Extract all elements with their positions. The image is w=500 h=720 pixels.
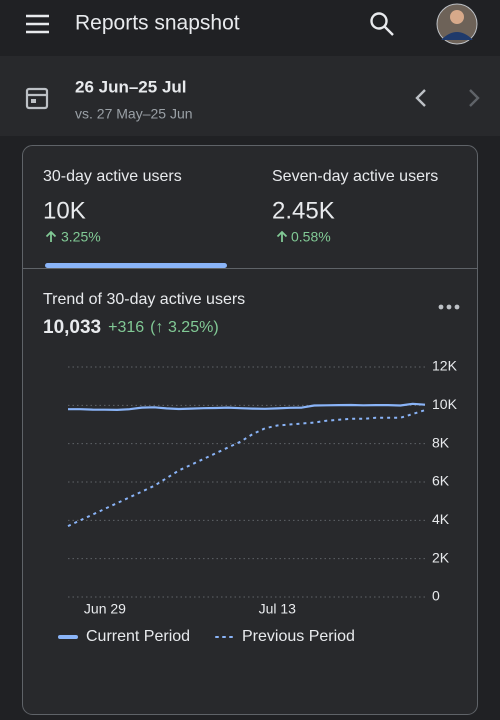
menu-button[interactable]: [26, 14, 49, 34]
x-tick-label: Jun 29: [84, 601, 126, 617]
tab-indicator: [45, 263, 227, 268]
y-tick-label: 6K: [432, 473, 450, 489]
legend-item[interactable]: Previous Period: [215, 628, 355, 645]
legend-item[interactable]: Current Period: [58, 628, 190, 645]
series-line: [68, 402, 426, 411]
next-button[interactable]: [469, 89, 480, 107]
metric-value: 2.45K: [272, 197, 335, 224]
y-tick-label: 0: [432, 588, 440, 604]
calendar-icon[interactable]: [25, 87, 49, 110]
more-button[interactable]: [438, 304, 460, 310]
search-button[interactable]: [370, 12, 394, 36]
trend-summary: 10,033 +316 (↑ 3.25%): [43, 317, 219, 338]
trend-delta: +316: [108, 319, 144, 336]
x-tick-label: Jul 13: [259, 601, 297, 617]
legend-label: Current Period: [86, 628, 190, 645]
card: [22, 145, 478, 715]
comparison-range: vs. 27 May–25 Jun: [75, 106, 193, 122]
series-line: [67, 409, 426, 528]
chart: 0 2K 4K 6K 8K 10K 12K Jun 29 Jul 13 Current Perio…: [58, 358, 458, 645]
date-range[interactable]: 26 Jun–25 Jul: [75, 77, 187, 96]
trend-title: Trend of 30-day active users: [43, 291, 245, 308]
legend-label: Previous Period: [242, 628, 355, 645]
y-tick-label: 2K: [432, 549, 450, 565]
y-tick-label: 10K: [432, 396, 458, 412]
up-arrow: [276, 230, 288, 242]
up-arrow: [45, 230, 57, 242]
y-tick-label: 8K: [432, 434, 450, 450]
y-tick-label: 12K: [432, 358, 458, 374]
avatar[interactable]: [436, 3, 478, 45]
metric-label[interactable]: 30-day active users: [43, 168, 182, 185]
metric-value: 10K: [43, 197, 86, 224]
trend-change: (↑ 3.25%): [150, 319, 218, 336]
metric-change: 0.58%: [291, 229, 331, 245]
date-bar: [0, 56, 500, 136]
app-title: Reports snapshot: [75, 12, 240, 35]
prev-button[interactable]: [415, 89, 426, 107]
metric-change: 3.25%: [61, 229, 101, 245]
y-tick-label: 4K: [432, 511, 450, 527]
metric-label[interactable]: Seven-day active users: [272, 168, 438, 185]
trend-value: 10,033: [43, 317, 101, 338]
